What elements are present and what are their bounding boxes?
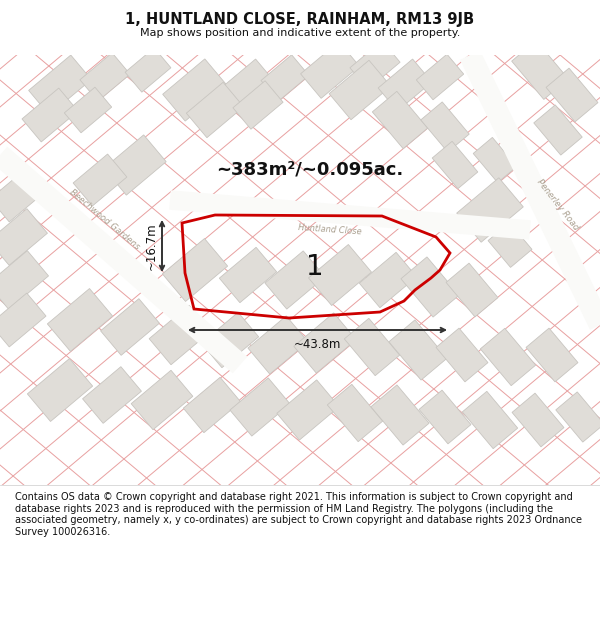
- Polygon shape: [416, 54, 464, 100]
- Polygon shape: [481, 328, 536, 386]
- Polygon shape: [436, 328, 488, 382]
- Polygon shape: [83, 367, 142, 423]
- Polygon shape: [47, 289, 113, 351]
- Polygon shape: [512, 41, 568, 99]
- Polygon shape: [220, 248, 277, 302]
- Polygon shape: [457, 177, 523, 242]
- Polygon shape: [101, 299, 160, 356]
- Polygon shape: [344, 318, 400, 376]
- Text: Penerley Road: Penerley Road: [535, 177, 580, 232]
- Polygon shape: [294, 313, 356, 373]
- Text: ~43.8m: ~43.8m: [294, 338, 341, 351]
- Polygon shape: [373, 91, 428, 149]
- Polygon shape: [371, 385, 429, 445]
- Polygon shape: [131, 370, 193, 430]
- Polygon shape: [64, 87, 112, 133]
- Polygon shape: [277, 380, 339, 440]
- Polygon shape: [261, 55, 309, 101]
- Polygon shape: [359, 253, 416, 308]
- Text: ~16.7m: ~16.7m: [145, 222, 158, 270]
- Polygon shape: [463, 391, 518, 449]
- Polygon shape: [488, 222, 532, 268]
- Polygon shape: [29, 55, 91, 115]
- Polygon shape: [233, 81, 283, 129]
- Polygon shape: [350, 41, 400, 89]
- Polygon shape: [265, 251, 325, 309]
- Polygon shape: [446, 263, 498, 317]
- Polygon shape: [248, 316, 308, 374]
- Polygon shape: [534, 105, 582, 155]
- Text: Contains OS data © Crown copyright and database right 2021. This information is : Contains OS data © Crown copyright and d…: [15, 492, 582, 537]
- Polygon shape: [389, 320, 447, 380]
- Polygon shape: [187, 82, 244, 138]
- Polygon shape: [125, 48, 171, 92]
- Polygon shape: [28, 359, 92, 421]
- Polygon shape: [329, 60, 391, 120]
- Polygon shape: [301, 42, 359, 98]
- Polygon shape: [401, 257, 459, 317]
- Text: Beechwood Gardens: Beechwood Gardens: [68, 188, 142, 252]
- Polygon shape: [378, 59, 432, 111]
- Text: ~383m²/~0.095ac.: ~383m²/~0.095ac.: [217, 161, 404, 179]
- Polygon shape: [163, 59, 227, 121]
- Polygon shape: [556, 392, 600, 442]
- Polygon shape: [526, 328, 578, 382]
- Polygon shape: [230, 378, 290, 436]
- Polygon shape: [419, 390, 471, 444]
- Text: 1, HUNTLAND CLOSE, RAINHAM, RM13 9JB: 1, HUNTLAND CLOSE, RAINHAM, RM13 9JB: [125, 12, 475, 27]
- Polygon shape: [546, 68, 598, 122]
- Polygon shape: [163, 239, 227, 301]
- Polygon shape: [22, 88, 78, 142]
- Polygon shape: [308, 244, 371, 306]
- Polygon shape: [80, 52, 130, 101]
- Text: Map shows position and indicative extent of the property.: Map shows position and indicative extent…: [140, 29, 460, 39]
- Polygon shape: [0, 251, 49, 309]
- Polygon shape: [73, 154, 127, 206]
- Polygon shape: [421, 102, 469, 152]
- Polygon shape: [184, 378, 241, 432]
- Polygon shape: [221, 59, 275, 111]
- Polygon shape: [328, 384, 383, 442]
- Polygon shape: [202, 312, 259, 368]
- Text: 1: 1: [306, 253, 324, 281]
- Polygon shape: [0, 168, 46, 222]
- Polygon shape: [512, 393, 564, 447]
- Polygon shape: [149, 305, 211, 365]
- Polygon shape: [0, 209, 47, 266]
- Polygon shape: [0, 293, 46, 347]
- Polygon shape: [473, 138, 517, 182]
- Text: Huntland Close: Huntland Close: [298, 223, 362, 236]
- Polygon shape: [432, 141, 478, 189]
- Polygon shape: [104, 135, 166, 195]
